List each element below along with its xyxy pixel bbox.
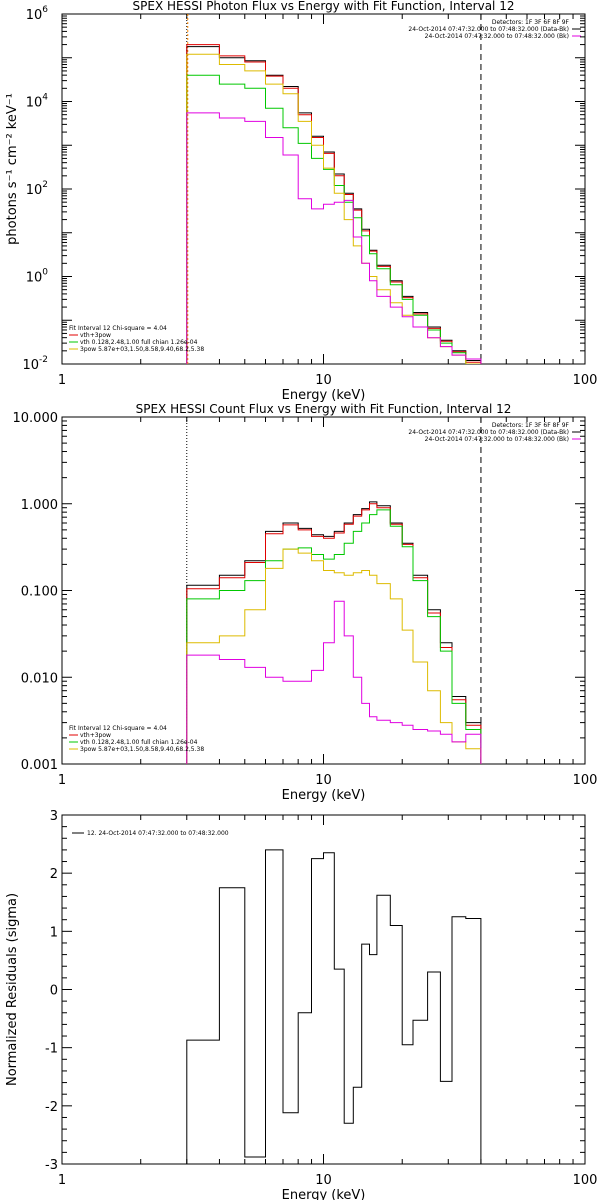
chart-title: SPEX HESSI Photon Flux vs Energy with Fi… [133, 0, 515, 13]
x-tick-label: 10 [315, 373, 332, 388]
series-line-bk [186, 112, 482, 364]
y-axis-label: Normalized Residuals (sigma) [5, 893, 20, 1086]
y-tick-label: -3 [45, 1158, 58, 1173]
chart-panel-3: 1 10 100 Energy (keV) -3 -2 -1 0 1 2 3 Normalized R… [5, 809, 598, 1203]
series-line-bk [186, 600, 482, 764]
plot-frame [61, 13, 586, 365]
y-tick-exponent: 2 [42, 180, 48, 190]
y-tick-label: 3 [50, 809, 58, 824]
series-group [186, 44, 482, 364]
y-tick-label: 1 [50, 925, 58, 940]
y-tick-label: 2 [50, 867, 58, 882]
x-tick-label: 1 [58, 373, 66, 388]
x-axis-label: Energy (keV) [282, 1188, 366, 1200]
y-tick-exponent: 6 [42, 5, 48, 15]
y-tick-base: 10 [26, 8, 43, 23]
x-tick-label: 1 [58, 1173, 66, 1188]
y-tick-label: -2 [45, 1100, 58, 1115]
legend-text-bottom: 3pow 5.87e+03,1.50,8.58,9.40,68.2,5.38 [80, 346, 204, 353]
y-tick-label: 104 [26, 93, 49, 111]
y-tick-base: 10 [26, 271, 43, 286]
y-tick-base: 10 [26, 96, 43, 111]
series-line-residuals [186, 849, 482, 1164]
y-tick-label: 0.010 [21, 671, 58, 686]
series-line-vth-3pow [186, 44, 482, 364]
x-axis-label: Energy (keV) [282, 788, 366, 803]
legend-text-bottom: vth 0.128,2.48,1.00 full chian 1.26e-04 [80, 739, 198, 746]
y-tick-base: 10 [22, 358, 39, 373]
plot-frame [61, 814, 586, 1165]
x-tick-label: 100 [573, 773, 598, 788]
y-tick-base: 10 [26, 183, 43, 198]
series-line-vth [186, 509, 482, 764]
y-tick-label: -1 [45, 1042, 58, 1057]
x-tick-label: 1 [58, 773, 66, 788]
series-line-3pow [186, 53, 481, 364]
x-tick-label: 100 [573, 1173, 598, 1188]
y-tick-label: 0.001 [21, 758, 58, 773]
y-axis-label: photons s⁻¹ cm⁻² keV⁻¹ [5, 93, 20, 245]
y-tick-exponent: -2 [39, 355, 48, 365]
legend-text-bottom: Fit Interval 12 Chi-square = 4.04 [69, 325, 167, 332]
x-tick-label: 10 [315, 1173, 332, 1188]
legend-text-bottom: Fit Interval 12 Chi-square = 4.04 [69, 725, 167, 732]
series-group [186, 849, 482, 1164]
y-tick-exponent: 4 [42, 93, 48, 103]
legend-text-top: 24-Oct-2014 07:47:32.000 to 07:48:32.000… [408, 429, 569, 436]
legend-text-top: Detectors: 1F 3F 6F 8F 9F [492, 19, 570, 26]
legend-text-bottom: vth 0.128,2.48,1.00 full chian 1.26e-04 [80, 339, 198, 346]
chart-panel-1: SPEX HESSI Photon Flux vs Energy with Fi… [5, 0, 597, 403]
x-tick-label: 10 [315, 773, 332, 788]
legend-text-top: 24-Oct-2014 07:47:32.000 to 07:48:32.000… [408, 26, 569, 33]
series-line-data-bk [186, 501, 482, 764]
series-line-data-bk [186, 46, 482, 364]
y-tick-label: 1.000 [21, 498, 58, 513]
chart-panel-2: SPEX HESSI Count Flux vs Energy with Fit… [13, 402, 598, 803]
y-tick-label: 0 [50, 984, 58, 999]
y-tick-label: 10-2 [22, 355, 48, 373]
series-line-vth [186, 74, 481, 364]
legend-text-bottom: vth+3pow [80, 732, 111, 739]
series-line-3pow [186, 548, 482, 764]
legend-text-top: 24-Oct-2014 07:47:32.000 to 07:48:32.000… [425, 33, 569, 40]
legend-text-top: Detectors: 1F 3F 6F 8F 9F [492, 422, 570, 429]
y-tick-label: 100 [26, 268, 49, 286]
y-tick-exponent: 0 [42, 268, 48, 278]
x-tick-label: 100 [573, 373, 598, 388]
series-group [186, 501, 482, 764]
y-tick-label: 106 [26, 5, 49, 23]
y-tick-label: 10.000 [13, 411, 59, 426]
legend-text-bottom: 3pow 5.87e+03,1.50,8.58,9.40,68.2,5.38 [80, 746, 204, 753]
legend-text-bottom: vth+3pow [80, 332, 111, 339]
y-tick-label: 0.100 [21, 585, 58, 600]
y-tick-label: 102 [26, 180, 48, 198]
series-line-vth-3pow [186, 503, 482, 764]
legend-text-top: 12. 24-Oct-2014 07:47:32.000 to 07:48:32… [87, 830, 229, 837]
plot-frame [61, 416, 586, 765]
chart-title: SPEX HESSI Count Flux vs Energy with Fit… [136, 402, 512, 416]
x-axis-label: Energy (keV) [282, 388, 366, 403]
legend-text-top: 24-Oct-2014 07:47:32.000 to 07:48:32.000… [425, 436, 569, 443]
